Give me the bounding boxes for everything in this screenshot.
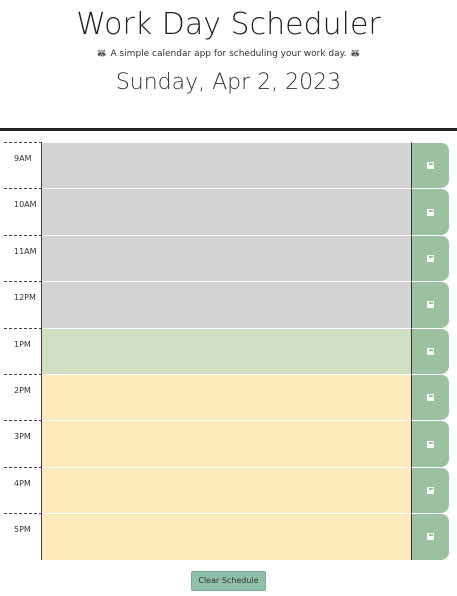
- time-block-9am: 9AM: [4, 142, 449, 189]
- floppy-disk-icon: [427, 533, 434, 541]
- hour-label: 1PM: [4, 327, 42, 374]
- save-button[interactable]: [411, 234, 449, 282]
- floppy-disk-icon: [427, 347, 434, 355]
- event-textarea[interactable]: [42, 373, 411, 421]
- save-button[interactable]: [411, 281, 449, 328]
- time-block-10am: 10AM: [4, 188, 449, 235]
- event-textarea[interactable]: [42, 234, 411, 282]
- floppy-disk-icon: [427, 254, 434, 262]
- save-button[interactable]: [411, 188, 449, 235]
- page-header: Work Day Scheduler 🦝 A simple calendar ap…: [0, 0, 457, 131]
- time-block-3pm: 3PM: [4, 420, 449, 467]
- hour-label: 12PM: [4, 281, 42, 328]
- event-textarea[interactable]: [42, 188, 411, 235]
- event-textarea[interactable]: [42, 420, 411, 467]
- time-block-1pm: 1PM: [4, 327, 449, 374]
- event-textarea[interactable]: [42, 142, 411, 189]
- event-textarea[interactable]: [42, 466, 411, 514]
- subtitle-text: A simple calendar app for scheduling you…: [110, 49, 347, 59]
- hour-label: 9AM: [4, 142, 42, 189]
- event-textarea[interactable]: [42, 327, 411, 374]
- page-subtitle: 🦝 A simple calendar app for scheduling yo…: [0, 47, 457, 61]
- page-title: Work Day Scheduler: [76, 7, 381, 42]
- time-block-2pm: 2PM: [4, 373, 449, 421]
- hour-label: 4PM: [4, 466, 42, 514]
- hour-label: 10AM: [4, 188, 42, 235]
- time-block-11am: 11AM: [4, 234, 449, 282]
- floppy-disk-icon: [427, 440, 434, 448]
- save-button[interactable]: [411, 420, 449, 467]
- clear-area: Clear Schedule: [0, 568, 457, 591]
- floppy-disk-icon: [427, 301, 434, 309]
- floppy-disk-icon: [427, 208, 434, 216]
- floppy-disk-icon: [427, 394, 434, 402]
- raccoon-icon: 🦝: [349, 49, 361, 59]
- save-button[interactable]: [411, 142, 449, 189]
- schedule-list: 9AM 10AM 11AM 12PM 1PM 2PM 3PM 4PM 5PM: [4, 142, 449, 560]
- time-block-12pm: 12PM: [4, 281, 449, 328]
- clear-schedule-button[interactable]: Clear Schedule: [191, 571, 266, 591]
- save-button[interactable]: [411, 466, 449, 514]
- save-button[interactable]: [411, 373, 449, 421]
- save-button[interactable]: [411, 513, 449, 560]
- event-textarea[interactable]: [42, 513, 411, 560]
- floppy-disk-icon: [427, 486, 434, 494]
- save-button[interactable]: [411, 327, 449, 374]
- hour-label: 3PM: [4, 420, 42, 467]
- hour-label: 11AM: [4, 234, 42, 282]
- time-block-5pm: 5PM: [4, 513, 449, 560]
- hour-label: 2PM: [4, 373, 42, 421]
- time-block-4pm: 4PM: [4, 466, 449, 514]
- current-date: Sunday, Apr 2, 2023: [115, 70, 342, 95]
- floppy-disk-icon: [427, 162, 434, 170]
- event-textarea[interactable]: [42, 281, 411, 328]
- raccoon-icon: 🦝: [96, 49, 108, 59]
- hour-label: 5PM: [4, 513, 42, 560]
